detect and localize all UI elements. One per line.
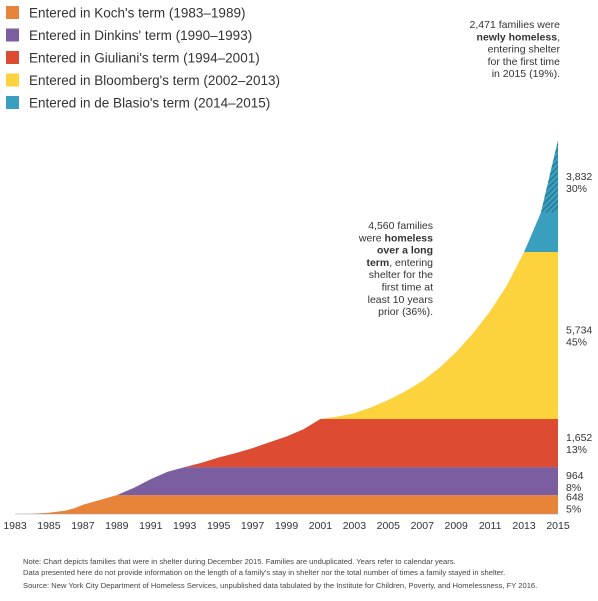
x-tick-label-1997: 1997 xyxy=(241,520,265,532)
x-tick-label-1991: 1991 xyxy=(139,520,163,532)
x-tick-label-2011: 2011 xyxy=(479,520,502,532)
annotation-long-term-part: homeless xyxy=(385,232,434,244)
segment-label-5: 3,832 30% xyxy=(566,171,592,195)
legend-label-4: Entered in Bloomberg's term (2002–2013) xyxy=(29,73,280,88)
segment-labels: 3,832 30% 5,734 45% 1,652 13% 964 8%648 5% xyxy=(566,171,592,515)
segment-label-4: 5,734 45% xyxy=(566,325,592,349)
legend-swatch-4 xyxy=(6,73,19,87)
legend-swatch-2 xyxy=(6,28,19,42)
annotation-long-term-part: least 10 years xyxy=(368,294,433,306)
annotation-long-term-part: , entering xyxy=(389,257,433,269)
note-text: Note: Chart depicts families that were i… xyxy=(23,557,583,578)
x-tick-label-2015: 2015 xyxy=(546,520,570,532)
x-tick-label-1989: 1989 xyxy=(105,520,129,532)
area-series-2 xyxy=(116,467,559,496)
segment-label-3: 1,652 13% xyxy=(566,432,592,456)
annotation-long-term-part: shelter for the xyxy=(369,269,433,281)
area-newly-homeless-hatch xyxy=(541,140,558,213)
legend-swatch-3 xyxy=(6,51,19,64)
segment-share: 5% xyxy=(566,503,581,515)
annotation-long-term-part: over a long xyxy=(377,245,433,257)
annotation-long-term-part: first time at xyxy=(382,282,433,294)
legend-label-3: Entered in Giuliani's term (1994–2001) xyxy=(29,51,260,66)
x-axis: 1983 1985 1987 1989 1991 1993 1995 1997 1999 2001… xyxy=(3,520,570,532)
x-tick-label-2005: 2005 xyxy=(377,520,401,532)
segment-count: 3,832 xyxy=(566,171,592,183)
source-line: Source: New York City Department of Home… xyxy=(23,581,538,590)
annotation-newly-homeless-part: in 2015 (19%). xyxy=(492,68,560,80)
legend: Entered in Koch's term (1983–1989) Entere… xyxy=(6,6,280,111)
annotation-newly-homeless-part: for the first time xyxy=(488,56,561,68)
annotation-long-term: 4,560 families were homeless over a long te… xyxy=(358,220,433,318)
note-line-2: Data presented here do not provide infor… xyxy=(23,567,506,577)
source-text: Source: New York City Department of Home… xyxy=(23,581,583,592)
area-series-5 xyxy=(524,140,558,252)
annotation-newly-homeless-part: newly homeless xyxy=(477,31,558,43)
x-tick-label-2009: 2009 xyxy=(445,520,469,532)
segment-label-2: 964 8% xyxy=(566,470,584,494)
annotation-long-term-part: were xyxy=(358,232,385,244)
annotation-long-term-part: prior (36%). xyxy=(378,306,433,318)
legend-swatch-1 xyxy=(6,6,19,19)
annotation-newly-homeless-part: , xyxy=(557,31,560,43)
legend-swatch-5 xyxy=(6,96,19,109)
annotation-newly-homeless: 2,471 families were newly homeless, enteri… xyxy=(470,19,561,80)
segment-share: 8% xyxy=(566,482,581,494)
annotation-newly-homeless-part: entering shelter xyxy=(488,44,561,56)
area-layers xyxy=(15,140,559,515)
segment-count: 648 xyxy=(566,491,584,503)
x-tick-label-2001: 2001 xyxy=(309,520,333,532)
x-tick-label-1999: 1999 xyxy=(275,520,299,532)
segment-share: 30% xyxy=(566,183,587,195)
legend-label-1: Entered in Koch's term (1983–1989) xyxy=(29,6,245,21)
x-tick-label-1985: 1985 xyxy=(37,520,61,532)
annotation-long-term-part: 4,560 families xyxy=(368,220,433,232)
note-line-1: Note: Chart depicts families that were i… xyxy=(23,557,456,566)
segment-count: 964 xyxy=(566,470,584,482)
legend-label-2: Entered in Dinkins' term (1990–1993) xyxy=(29,28,252,43)
x-tick-label-1987: 1987 xyxy=(71,520,95,532)
legend-label-5: Entered in de Blasio's term (2014–2015) xyxy=(29,96,270,111)
area-series-1 xyxy=(15,495,558,514)
x-tick-label-1983: 1983 xyxy=(3,520,27,532)
x-tick-label-2003: 2003 xyxy=(343,520,367,532)
x-tick-label-2013: 2013 xyxy=(512,520,536,532)
x-tick-label-1993: 1993 xyxy=(173,520,197,532)
annotations: 4,560 families were homeless over a long te… xyxy=(358,19,561,318)
area-series-4 xyxy=(320,252,558,419)
segment-count: 1,652 xyxy=(566,432,592,444)
segment-share: 13% xyxy=(566,444,587,456)
segment-label-1: 648 5% xyxy=(566,491,584,515)
segment-count: 5,734 xyxy=(566,325,592,337)
x-tick-label-2007: 2007 xyxy=(411,520,435,532)
annotation-newly-homeless-part: 2,471 families were xyxy=(470,19,561,31)
annotation-long-term-part: term xyxy=(366,257,389,269)
x-tick-label-1995: 1995 xyxy=(207,520,231,532)
segment-share: 45% xyxy=(566,337,587,349)
area-series-3 xyxy=(184,419,558,468)
